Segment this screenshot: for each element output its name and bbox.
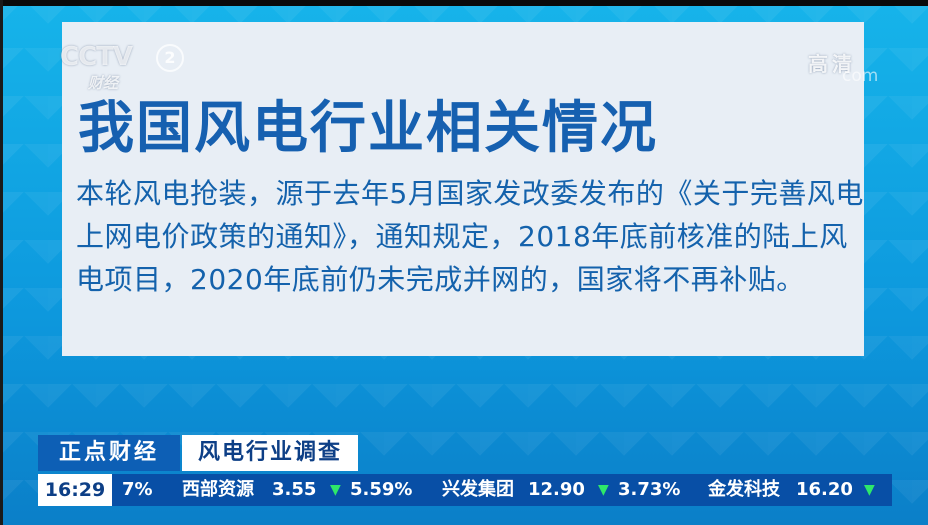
clock: 16:29 xyxy=(38,474,112,506)
slide-body: 本轮风电抢装，源于去年5月国家发改委发布的《关于完善风电上网电价政策的通知》，通… xyxy=(76,177,864,296)
left-border xyxy=(0,0,3,525)
program-name: 正点财经 xyxy=(38,435,180,471)
top-border xyxy=(0,0,928,6)
stock-name: 兴发集团 xyxy=(442,479,514,500)
down-arrow-icon: ▼ xyxy=(864,482,875,498)
hd-badge: 高清 xyxy=(808,52,856,76)
ticker-fragment: 7% xyxy=(122,479,153,500)
stock-price: 12.90 xyxy=(528,479,585,500)
stock-change: 3.73% xyxy=(618,479,681,500)
down-arrow-icon: ▼ xyxy=(598,482,609,498)
stock-change: 5.59% xyxy=(350,479,413,500)
channel-logo: CCTV 2 财经 xyxy=(60,42,184,92)
stock-name: 金发科技 xyxy=(708,479,780,500)
stock-name: 西部资源 xyxy=(182,479,254,500)
stock-price: 3.55 xyxy=(272,479,317,500)
down-arrow-icon: ▼ xyxy=(330,482,341,498)
stock-price: 16.20 xyxy=(796,479,853,500)
channel-number: 2 xyxy=(156,44,184,72)
slide-title: 我国风电行业相关情况 xyxy=(78,96,658,161)
stock-ticker: 16:29 7% 西部资源 3.55 ▼ 5.59% 兴发集团 12.90 ▼ … xyxy=(38,474,892,506)
watermark-domain: com xyxy=(842,66,879,86)
channel-sub: 财经 xyxy=(88,74,119,92)
logo-text: CCTV xyxy=(60,42,133,72)
content-panel xyxy=(62,22,864,356)
topic-label: 风电行业调查 xyxy=(182,435,358,471)
ticker-track: 7% 西部资源 3.55 ▼ 5.59% 兴发集团 12.90 ▼ 3.73% … xyxy=(112,474,892,506)
